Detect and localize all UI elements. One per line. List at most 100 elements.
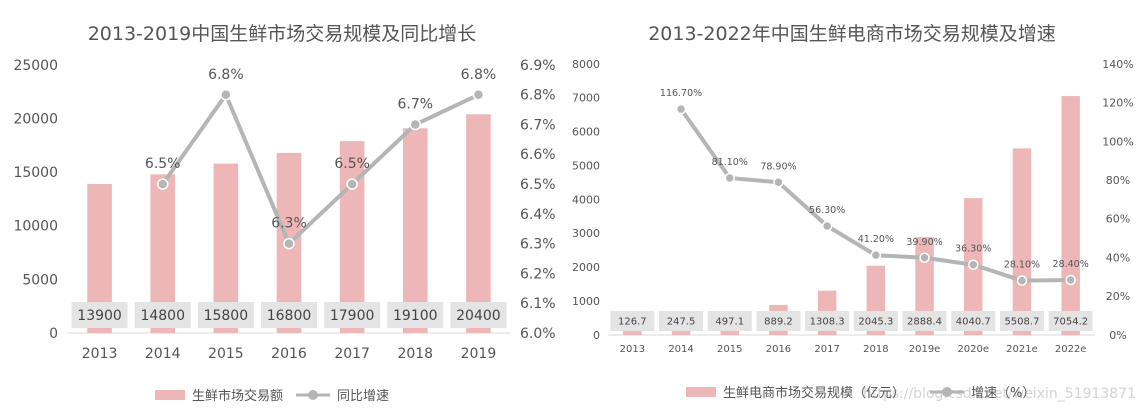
chart2-value-label: 7054.2 bbox=[1053, 317, 1088, 328]
chart1-growth-label: 6.8% bbox=[461, 67, 497, 83]
chart1-growth-point bbox=[156, 178, 169, 190]
chart2-legend-bar-label: 生鲜电商市场交易规模（亿元） bbox=[723, 385, 905, 401]
chart1-y2tick-label: 6.1% bbox=[520, 296, 556, 312]
chart2-legend-bar-swatch bbox=[686, 387, 716, 397]
chart2-ytick-label: 8000 bbox=[572, 58, 600, 71]
chart1-growth-point bbox=[220, 89, 232, 101]
chart1-y2tick-label: 6.9% bbox=[520, 58, 556, 74]
chart2-growth-point bbox=[675, 103, 687, 115]
chart2-ytick-label: 1000 bbox=[572, 295, 600, 308]
chart2-growth-label: 28.10% bbox=[1004, 260, 1040, 271]
chart2-y2tick-label: 100% bbox=[1102, 135, 1133, 148]
chart1-growth-line bbox=[161, 92, 480, 246]
chart1-xtick-label: 2014 bbox=[145, 346, 181, 362]
chart2-ytick-label: 4000 bbox=[572, 193, 600, 206]
chart2-value-box bbox=[902, 311, 947, 331]
chart2-growth-point bbox=[1065, 274, 1076, 286]
chart2-growth-label: 116.70% bbox=[660, 88, 702, 99]
chart1-ytick-label: 5000 bbox=[22, 272, 58, 288]
chart2-value-label: 5508.7 bbox=[1004, 317, 1039, 328]
chart2-value-box bbox=[1048, 311, 1093, 331]
chart2-xtick-label: 2014 bbox=[668, 344, 693, 355]
chart1-value-label: 15800 bbox=[204, 308, 249, 324]
chart2-value-box bbox=[610, 311, 655, 331]
chart1-y2tick-label: 6.7% bbox=[520, 117, 556, 133]
chart2-growth-label: 36.30% bbox=[955, 244, 991, 255]
chart2-ytick-label: 0 bbox=[593, 329, 600, 342]
chart2-ytick-label: 5000 bbox=[572, 159, 600, 172]
chart1-xtick-label: 2015 bbox=[208, 346, 244, 362]
chart2-value-label: 2045.3 bbox=[858, 317, 893, 328]
chart2-value-label: 497.1 bbox=[715, 317, 744, 328]
chart1-legend-line-label: 同比增速 bbox=[337, 389, 389, 404]
chart2-y2tick-label: 140% bbox=[1102, 58, 1133, 71]
chart1-ytick-label: 10000 bbox=[13, 219, 58, 235]
chart1-value-label: 14800 bbox=[140, 308, 185, 324]
chart1-xtick-label: 2017 bbox=[334, 346, 370, 362]
chart2-ytick-label: 7000 bbox=[572, 92, 600, 105]
chart2-value-label: 2888.4 bbox=[907, 317, 942, 328]
chart2-xtick-label: 2013 bbox=[620, 344, 645, 355]
chart1-y2tick-label: 6.0% bbox=[520, 326, 556, 342]
chart1-value-label: 20400 bbox=[456, 308, 501, 324]
chart1-value-box bbox=[197, 302, 254, 328]
chart2-value-label: 247.5 bbox=[667, 317, 696, 328]
chart1-growth-point bbox=[409, 118, 422, 131]
chart2-ytick-label: 2000 bbox=[572, 261, 600, 274]
chart2-growth-point bbox=[870, 249, 882, 261]
chart2-xtick-label: 2018 bbox=[863, 344, 888, 355]
chart2-growth-point bbox=[919, 252, 930, 264]
chart1-value-box bbox=[324, 302, 381, 328]
chart1-bar bbox=[402, 128, 428, 333]
chart2-value-box bbox=[659, 311, 704, 331]
chart1-y2tick-label: 6.4% bbox=[520, 207, 556, 223]
chart2-xtick-label: 2019e bbox=[909, 344, 941, 355]
chart1-growth-point bbox=[283, 237, 295, 250]
chart1-value-label: 16800 bbox=[267, 308, 312, 324]
chart1-y2tick-label: 6.8% bbox=[520, 88, 556, 104]
chart2-growth-label: 28.40% bbox=[1053, 259, 1089, 270]
chart1-y2tick-label: 6.6% bbox=[520, 147, 556, 163]
chart2-value-label: 126.7 bbox=[618, 317, 647, 328]
chart1-growth-label: 6.3% bbox=[271, 216, 307, 232]
chart2-bar bbox=[623, 330, 642, 335]
chart2-value-label: 4040.7 bbox=[956, 317, 991, 328]
chart1-y2tick-label: 6.5% bbox=[520, 177, 556, 193]
chart1-value-label: 17900 bbox=[330, 308, 375, 324]
chart2-value-box bbox=[999, 311, 1044, 331]
chart2-growth-point bbox=[773, 177, 784, 188]
chart1-growth-label: 6.8% bbox=[208, 67, 244, 83]
chart2-y2tick-label: 0% bbox=[1109, 329, 1126, 342]
chart2-value-box bbox=[805, 311, 850, 331]
chart2-value-box bbox=[853, 311, 898, 331]
chart1-ytick-label: 0 bbox=[49, 326, 58, 342]
chart1-growth-point bbox=[346, 178, 358, 190]
chart2-growth-point bbox=[724, 172, 735, 184]
chart2-bar bbox=[1061, 96, 1080, 336]
chart1-growth-label: 6.5% bbox=[334, 156, 370, 172]
watermark-text: https://blog.csdn.net/weixin_51913871 bbox=[863, 386, 1136, 402]
chart2-growth-label: 39.90% bbox=[906, 237, 942, 248]
chart1-growth-point bbox=[472, 89, 485, 101]
chart1-y2tick-label: 6.3% bbox=[520, 237, 556, 253]
chart1-growth-label: 6.5% bbox=[145, 156, 181, 172]
chart2-growth-label: 78.90% bbox=[760, 161, 796, 172]
chart2-legend-line-marker bbox=[942, 387, 952, 397]
chart2-y2tick-label: 40% bbox=[1106, 251, 1130, 264]
chart1-bar bbox=[339, 141, 365, 333]
chart1-ytick-label: 15000 bbox=[13, 165, 58, 181]
chart1-xtick-label: 2019 bbox=[461, 346, 497, 362]
chart2-ytick-label: 6000 bbox=[572, 126, 600, 139]
chart2-growth-point bbox=[821, 220, 833, 232]
chart2-xtick-label: 2022e bbox=[1055, 344, 1087, 355]
chart2-bar bbox=[1012, 148, 1032, 335]
chart1-legend-bar-label: 生鲜市场交易额 bbox=[192, 388, 283, 404]
chart1-growth-label: 6.7% bbox=[397, 97, 433, 113]
chart1-value-label: 19100 bbox=[393, 308, 438, 324]
chart2-legend-line-label: 增速（%） bbox=[971, 386, 1035, 401]
chart2-value-box bbox=[951, 311, 996, 331]
chart1-value-box bbox=[261, 302, 317, 328]
chart1-xtick-label: 2013 bbox=[82, 346, 118, 362]
